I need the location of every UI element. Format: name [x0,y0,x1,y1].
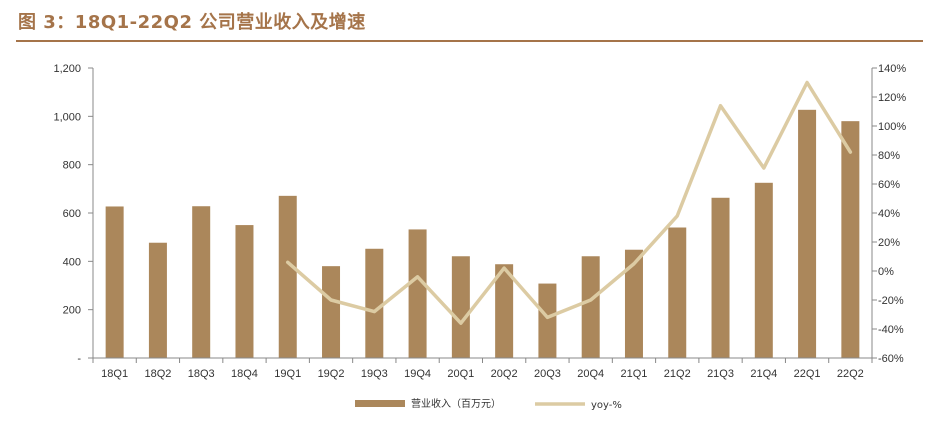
x-tick-label: 18Q2 [144,368,171,380]
revenue-bar-19q2 [322,266,341,358]
yoy-line [286,80,853,325]
revenue-bar-21q4 [754,182,773,358]
revenue-bar-21q3 [711,197,730,358]
revenue-bar-20q4 [581,256,600,358]
right-tick-label: -20% [878,295,904,307]
revenue-bar-18q4 [235,225,254,358]
revenue-bars [105,109,860,359]
chart-legend: 营业收入（百万元） yoy-% [355,397,622,411]
x-tick-label: 21Q1 [621,368,648,380]
revenue-bar-20q2 [495,264,514,358]
left-axis-ticks: - 200 400 600 800 1,000 1,200 [53,63,81,365]
chart-axes [88,67,877,363]
left-tick-label: 1,000 [53,111,81,123]
x-tick-label: 18Q1 [101,368,128,380]
right-axis-ticks: -60% -40% -20% 0% 20% 40% 60% 80% 100% 120% 140% [878,63,906,365]
x-tick-label: 19Q4 [404,368,431,380]
left-tick-label: 800 [63,160,81,172]
legend-bar-swatch [355,400,405,407]
x-tick-label: 18Q3 [188,368,215,380]
revenue-bar-22q1 [798,109,817,358]
x-tick-label: 20Q3 [534,368,561,380]
revenue-bar-21q2 [668,227,687,358]
revenue-bar-22q2 [841,121,860,359]
chart-title: 图 3：18Q1-22Q2 公司营业收入及增速 [18,12,366,33]
right-tick-label: 80% [878,150,900,162]
title-underline [16,40,923,42]
x-tick-label: 21Q2 [664,368,691,380]
right-tick-label: -60% [878,353,904,365]
x-tick-label: 20Q4 [577,368,604,380]
revenue-bar-20q1 [451,256,470,358]
left-tick-label: 600 [63,208,81,220]
right-tick-label: 120% [878,92,906,104]
x-tick-label: 20Q2 [491,368,518,380]
revenue-bar-19q1 [278,195,297,358]
revenue-bar-20q3 [538,283,557,358]
x-tick-label: 18Q4 [231,368,258,380]
right-tick-label: 100% [878,121,906,133]
x-tick-label: 20Q1 [447,368,474,380]
legend-bar-label: 营业收入（百万元） [411,397,501,410]
right-tick-label: 140% [878,63,906,75]
right-tick-label: 0% [878,266,894,278]
revenue-bar-18q2 [148,242,167,358]
right-tick-label: -40% [878,324,904,336]
x-tick-label: 21Q4 [750,368,777,380]
left-tick-label: - [77,353,81,365]
title-bar: 图 3：18Q1-22Q2 公司营业收入及增速 [0,0,925,44]
left-tick-label: 1,200 [53,63,81,75]
x-axis-labels: 18Q1 18Q2 18Q3 18Q4 19Q1 19Q2 19Q3 19Q4 20Q1 20Q2… [101,368,864,380]
yoy-series-line [286,80,853,325]
x-tick-label: 22Q2 [837,368,864,380]
revenue-bar-18q3 [192,206,211,358]
x-tick-label: 22Q1 [794,368,821,380]
revenue-bar-19q4 [408,229,427,358]
right-tick-label: 60% [878,179,900,191]
left-tick-label: 400 [63,256,81,268]
x-tick-label: 19Q2 [318,368,345,380]
x-tick-label: 19Q1 [274,368,301,380]
revenue-bar-21q1 [624,249,643,358]
revenue-bar-19q3 [365,248,384,358]
revenue-bar-18q1 [105,206,124,358]
legend-line-label: yoy-% [591,400,622,411]
x-tick-label: 19Q3 [361,368,388,380]
right-tick-label: 40% [878,208,900,220]
left-tick-label: 200 [63,305,81,317]
right-tick-label: 20% [878,237,900,249]
x-tick-label: 21Q3 [707,368,734,380]
